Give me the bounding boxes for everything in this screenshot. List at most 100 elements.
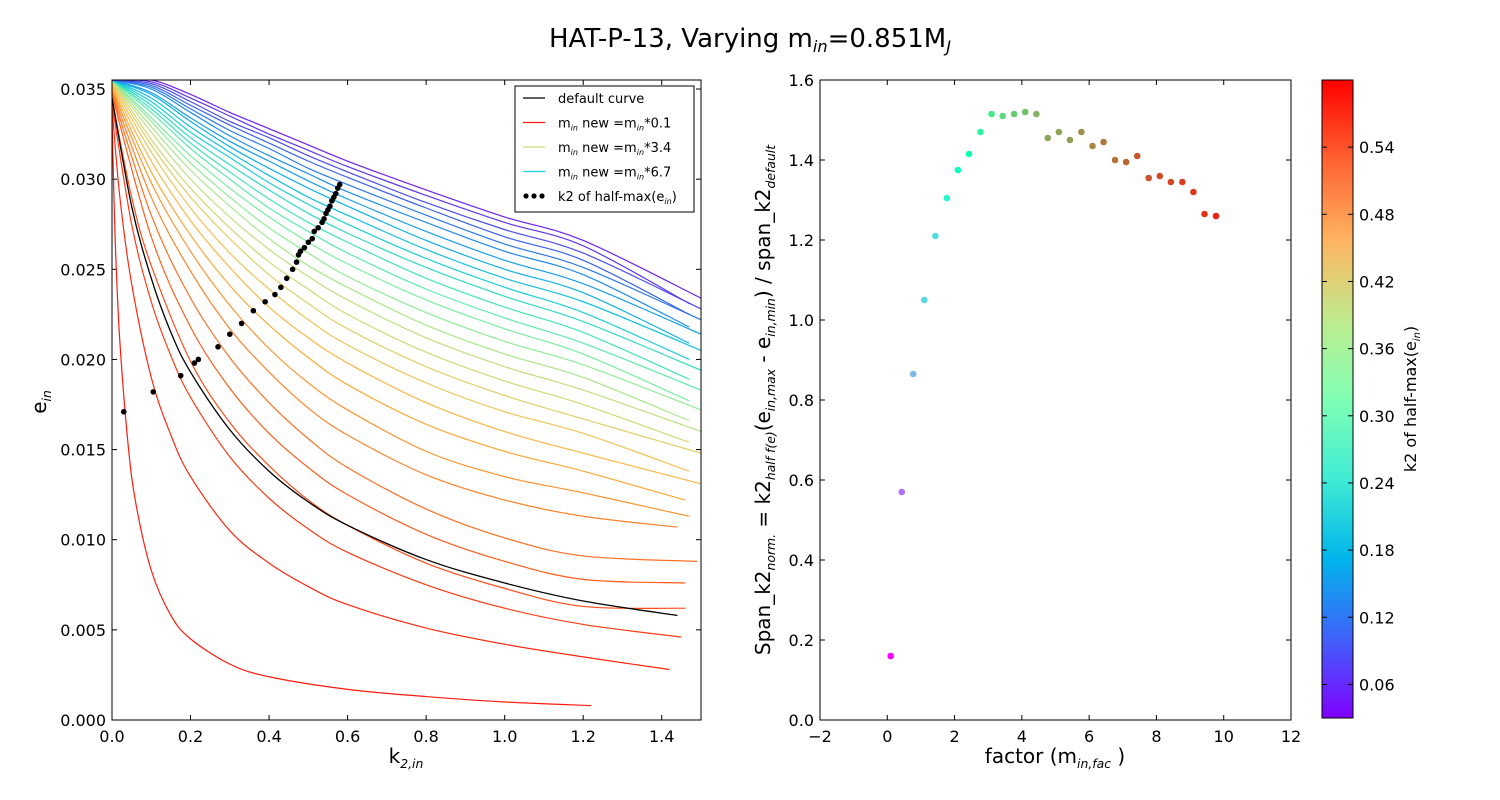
y-tick-label: 1.2 [789,231,814,250]
scatter-point [1145,174,1152,182]
colorbar-tick-label: 0.18 [1359,541,1395,560]
x-tick-label: 1.0 [492,727,517,746]
series-line [112,80,701,335]
scatter-point [1190,188,1197,196]
half-max-point [311,228,318,235]
y-tick-label: 0.005 [60,621,106,640]
right-tick-labels: −2 0 2 4 6 8 10 12 0.0 0.2 0.4 0.6 0.8 1.0 1.2 1.4 1.6 [789,71,1302,746]
series-line [112,103,682,638]
legend-label: min new =min*0.1 [558,117,671,133]
series-line [112,80,701,310]
legend-item: k2 of half-max(ein) [523,190,677,206]
x-tick-label: −2 [808,727,832,746]
half-max-point [321,216,327,222]
scatter-point [1078,128,1085,136]
y-tick-label: 0.020 [60,350,106,369]
scatter-point [898,488,906,496]
scatter-point [1089,142,1096,150]
half-max-point [262,298,268,305]
series-line [112,80,701,351]
series-line [112,80,690,380]
scatter-point [1122,158,1130,166]
legend-label: default curve [558,92,644,107]
legend-item: min new =min*0.1 [523,117,671,133]
scatter-point [1133,152,1141,160]
y-tick-label: 0.010 [60,531,106,550]
legend-dot [523,193,529,199]
series-line [112,80,701,321]
series-line [112,80,690,315]
half-max-point [305,239,312,246]
half-max-point [301,244,308,251]
colorbar-tick-label: 0.12 [1359,608,1395,627]
scatter-point [1055,128,1063,136]
figure-title: HAT-P-13, Varying min=0.851MJ [549,24,951,56]
legend-label: min new =min*3.4 [558,141,671,157]
scatter-point [1156,172,1164,180]
right-y-axis-label: Span_k2norm. = k2half f(e)(ein,max - ein… [751,144,778,655]
colorbar-tick-label: 0.48 [1359,205,1395,224]
scatter-point [943,194,951,202]
series-line [112,90,678,528]
scatter-point [1021,108,1029,116]
series-line [112,97,686,610]
series-line [112,86,686,501]
scatter-point [1167,178,1175,186]
legend-dot [539,193,545,199]
series-line [112,80,701,391]
series-line [112,80,690,344]
half-max-point [195,356,202,363]
y-tick-label: 0.4 [789,551,814,570]
colorbar-ticks: 0.06 0.12 0.18 0.24 0.30 0.36 0.42 0.48 0.54 [1322,138,1395,694]
x-tick-label: 0.4 [256,727,281,746]
x-tick-label: 0.0 [99,727,124,746]
series-line [112,80,701,371]
scatter-point [932,232,939,240]
legend-label: k2 of half-max(ein) [558,190,677,206]
legend-item: min new =min*3.4 [523,141,671,157]
half-max-point [150,389,157,395]
series-line [112,80,690,443]
left-tick-labels: 0.0 0.2 0.4 0.6 0.8 1.0 1.2 1.4 0.000 0.005 0.010 0… [60,80,674,746]
right-x-axis-label: factor (min,fac ) [985,744,1125,771]
scatter-point [977,128,984,136]
y-tick-label: 1.6 [789,71,814,90]
half-max-point [336,181,343,188]
default-curve-line [112,97,678,617]
series-line [112,80,701,411]
x-tick-label: 12 [1281,727,1301,746]
scatter-point [1066,136,1074,144]
x-tick-label: 6 [1084,727,1094,746]
scatter-point [920,296,928,304]
scatter-point [1111,156,1119,164]
right-plot-frame [819,79,1292,721]
left-y-axis-label: ein [27,390,54,414]
half-max-point [289,266,296,273]
scatter-point [965,150,973,158]
colorbar-tick-label: 0.54 [1359,138,1395,157]
y-tick-label: 1.0 [789,311,814,330]
right-scatter-points [887,108,1220,660]
legend-item: min new =min*6.7 [523,166,671,182]
colorbar-tick-label: 0.42 [1359,272,1395,291]
y-tick-label: 0.000 [60,711,106,730]
x-tick-label: 0.8 [413,727,438,746]
half-max-point [272,291,278,298]
scatter-point [1201,210,1208,218]
half-max-point [293,259,300,265]
half-max-point [283,275,290,282]
series-line [112,80,690,422]
left-chart: 0.0 0.2 0.4 0.6 0.8 1.0 1.2 1.4 0.000 0.005 0.010 0… [27,79,702,771]
legend-dot [531,193,537,199]
x-tick-label: 0 [882,727,892,746]
series-line [112,92,698,562]
y-tick-label: 0.8 [789,391,814,410]
colorbar-tick-label: 0.30 [1359,407,1395,426]
half-max-point [309,235,316,242]
y-tick-label: 0.025 [60,260,106,279]
x-tick-label: 8 [1151,727,1161,746]
half-max-point [297,248,304,255]
half-max-point [333,190,339,197]
y-tick-label: 1.4 [789,151,814,170]
colorbar-tick-label: 0.24 [1359,474,1395,493]
